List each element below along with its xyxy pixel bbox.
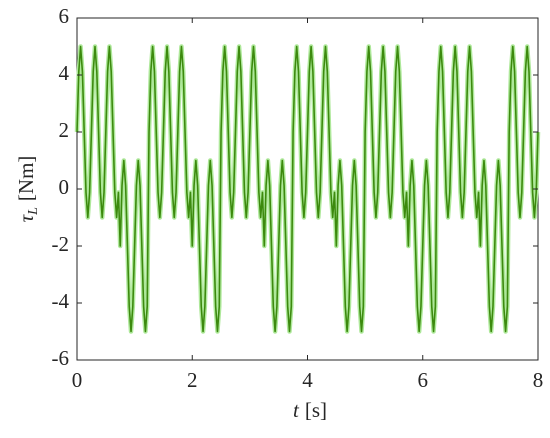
y-tick-label: -2	[52, 232, 70, 256]
x-label-unit: [s]	[305, 398, 327, 422]
x-tick-label: 4	[302, 368, 313, 392]
x-tick-label: 8	[533, 368, 544, 392]
y-label-unit: [Nm]	[14, 156, 38, 202]
y-label-symbol: τ	[14, 213, 38, 222]
x-tick-label: 2	[187, 368, 198, 392]
y-label-subscript: L	[26, 207, 41, 216]
y-tick-label: 2	[59, 118, 70, 142]
x-tick-label: 6	[418, 368, 429, 392]
y-tick-label: -6	[52, 346, 70, 370]
y-tick-label: -4	[52, 289, 70, 313]
x-label-symbol: t	[293, 398, 300, 422]
y-tick-label: 0	[59, 175, 70, 199]
x-axis-label: t [s]	[293, 398, 327, 422]
y-tick-label: 4	[59, 61, 70, 85]
y-tick-label: 6	[59, 4, 70, 28]
y-axis-label: τL [Nm]	[14, 156, 41, 223]
x-tick-label: 0	[72, 368, 83, 392]
line	[76, 45, 539, 333]
